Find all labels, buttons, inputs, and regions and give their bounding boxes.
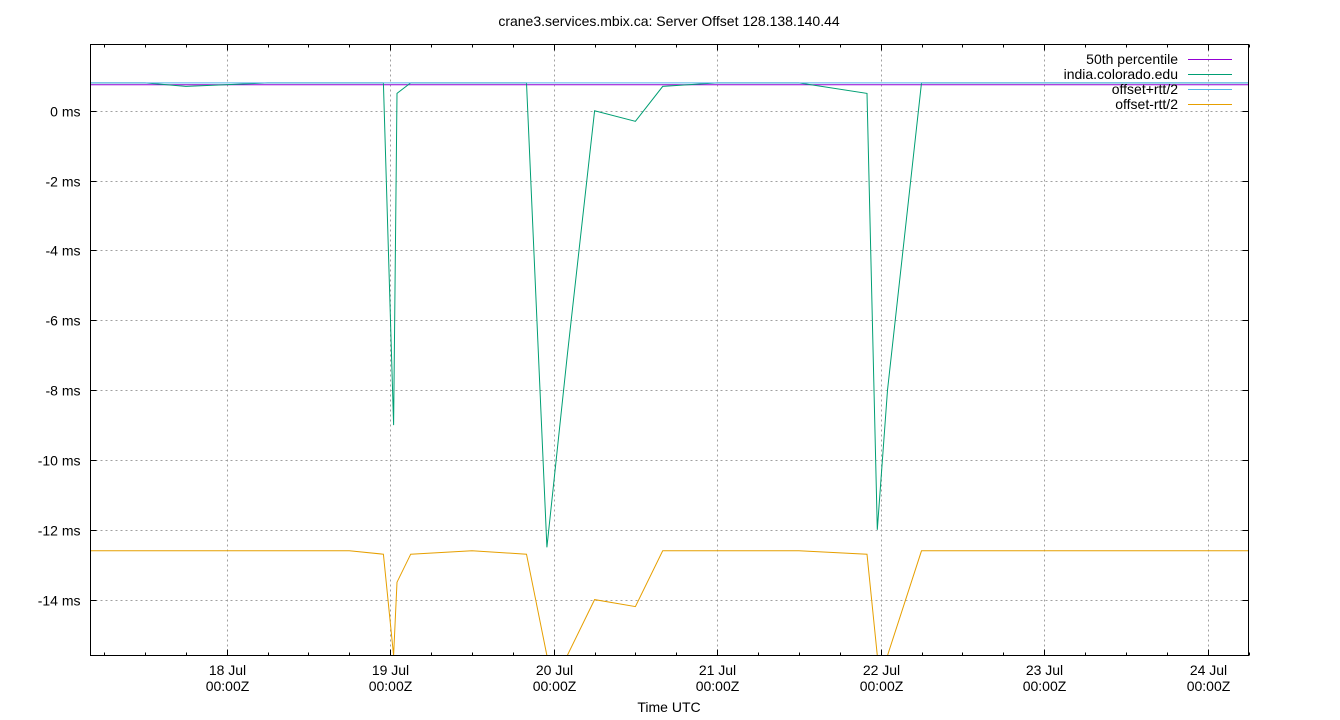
- y-tick-label: -14 ms: [38, 593, 81, 609]
- y-axis-ticks: 0 ms -2 ms -4 ms -6 ms -8 ms -10 ms -12 ms -14 …: [38, 104, 1249, 609]
- chart-title: crane3.services.mbix.ca: Server Offset 1…: [498, 13, 840, 29]
- legend-label: india.colorado.edu: [1064, 66, 1178, 82]
- legend-label: offset-rtt/2: [1115, 96, 1178, 112]
- y-tick-label: -6 ms: [46, 313, 81, 329]
- y-tick-label: -2 ms: [46, 174, 81, 190]
- x-tick-time-label: 00:00Z: [1187, 678, 1231, 694]
- x-tick-day-label: 24 Jul: [1190, 662, 1227, 678]
- series-line-4: [90, 550, 1249, 656]
- y-tick-label: -4 ms: [46, 243, 81, 259]
- plot-frame: [90, 44, 1249, 656]
- y-tick-label: 0 ms: [50, 104, 80, 120]
- x-axis-label: Time UTC: [637, 699, 700, 715]
- x-tick-day-label: 23 Jul: [1026, 662, 1063, 678]
- x-tick-day-label: 21 Jul: [699, 662, 736, 678]
- x-tick-time-label: 00:00Z: [533, 678, 577, 694]
- x-tick-day-label: 19 Jul: [372, 662, 409, 678]
- x-tick-day-label: 18 Jul: [209, 662, 246, 678]
- series-line-2: [90, 82, 1249, 548]
- x-tick-time-label: 00:00Z: [369, 678, 413, 694]
- y-tick-label: -10 ms: [38, 453, 81, 469]
- y-tick-label: -8 ms: [46, 383, 81, 399]
- x-tick-time-label: 00:00Z: [1023, 678, 1067, 694]
- legend-label: offset+rtt/2: [1112, 81, 1178, 97]
- series-lines: [90, 82, 1249, 656]
- x-tick-time-label: 00:00Z: [206, 678, 250, 694]
- x-tick-time-label: 00:00Z: [696, 678, 740, 694]
- grid-lines: [90, 44, 1249, 656]
- legend-label: 50th percentile: [1086, 51, 1178, 67]
- x-tick-day-label: 20 Jul: [536, 662, 573, 678]
- legend: 50th percentileindia.colorado.eduoffset+…: [1064, 51, 1232, 112]
- x-tick-day-label: 22 Jul: [863, 662, 900, 678]
- x-tick-time-label: 00:00Z: [860, 678, 904, 694]
- y-tick-label: -12 ms: [38, 523, 81, 539]
